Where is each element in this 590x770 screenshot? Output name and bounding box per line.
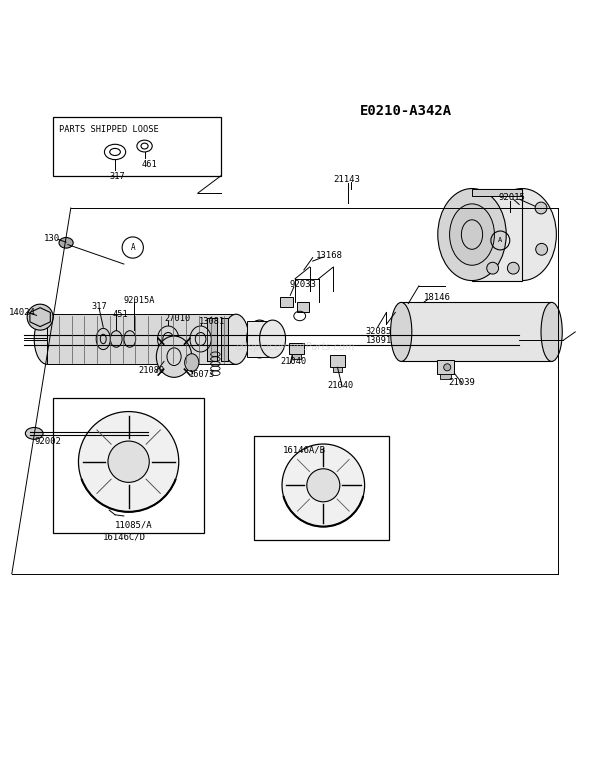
- Text: 13091: 13091: [366, 336, 392, 345]
- Ellipse shape: [391, 303, 412, 361]
- Text: 32085: 32085: [366, 327, 392, 336]
- Circle shape: [535, 202, 547, 214]
- Text: E0210-A342A: E0210-A342A: [360, 104, 452, 118]
- Ellipse shape: [185, 353, 199, 371]
- Text: 16073: 16073: [189, 370, 215, 379]
- Circle shape: [27, 304, 53, 330]
- Ellipse shape: [260, 320, 286, 358]
- Text: A: A: [130, 243, 135, 252]
- Text: 11085/A: 11085/A: [115, 521, 153, 529]
- Text: 317: 317: [91, 302, 107, 311]
- Circle shape: [536, 243, 548, 255]
- Ellipse shape: [59, 237, 73, 248]
- Circle shape: [282, 444, 365, 527]
- Text: 92015A: 92015A: [124, 296, 155, 305]
- Text: 92033: 92033: [289, 280, 316, 290]
- Bar: [206, 318, 217, 361]
- Bar: [254, 437, 389, 540]
- Ellipse shape: [34, 314, 60, 364]
- Text: 18146: 18146: [424, 293, 451, 302]
- Text: 21080: 21080: [139, 366, 165, 375]
- Bar: [401, 303, 552, 361]
- Bar: [280, 296, 293, 307]
- Bar: [437, 360, 454, 374]
- Ellipse shape: [156, 336, 192, 377]
- Ellipse shape: [25, 427, 43, 439]
- Text: 16146A/B: 16146A/B: [283, 445, 326, 454]
- Text: 13168: 13168: [316, 251, 343, 259]
- Bar: [53, 398, 204, 533]
- Bar: [47, 314, 236, 364]
- Text: eReplacementParts.com: eReplacementParts.com: [235, 342, 355, 352]
- Ellipse shape: [541, 303, 562, 361]
- Text: 461: 461: [142, 160, 158, 169]
- Text: 13081: 13081: [199, 316, 225, 326]
- Ellipse shape: [124, 331, 136, 347]
- Circle shape: [444, 363, 451, 371]
- Text: PARTS SHIPPED LOOSE: PARTS SHIPPED LOOSE: [59, 125, 159, 134]
- Ellipse shape: [223, 314, 249, 364]
- Bar: [472, 189, 522, 280]
- Ellipse shape: [247, 320, 273, 358]
- Text: 92015: 92015: [499, 192, 526, 202]
- Text: 130: 130: [44, 234, 60, 243]
- Text: 21040: 21040: [327, 380, 353, 390]
- Text: 14024: 14024: [9, 308, 36, 317]
- Ellipse shape: [450, 204, 494, 265]
- Ellipse shape: [438, 189, 506, 280]
- Text: 451: 451: [112, 310, 128, 319]
- Bar: [333, 367, 342, 372]
- Circle shape: [78, 411, 179, 512]
- Bar: [440, 374, 451, 379]
- Bar: [221, 318, 228, 361]
- Polygon shape: [30, 308, 50, 326]
- Text: 21143: 21143: [333, 176, 360, 184]
- Ellipse shape: [158, 326, 179, 352]
- Circle shape: [487, 263, 499, 274]
- Ellipse shape: [488, 189, 556, 280]
- Circle shape: [507, 263, 519, 274]
- Ellipse shape: [190, 326, 211, 352]
- Text: 21040: 21040: [280, 357, 306, 366]
- Bar: [53, 116, 221, 176]
- Bar: [330, 356, 345, 367]
- Text: 92002: 92002: [34, 437, 61, 446]
- Text: 16146C/D: 16146C/D: [103, 532, 146, 541]
- Bar: [472, 189, 522, 196]
- Text: 317: 317: [109, 172, 125, 181]
- Ellipse shape: [96, 328, 110, 350]
- Bar: [297, 303, 309, 312]
- Circle shape: [108, 441, 149, 482]
- Bar: [289, 343, 304, 354]
- Text: 21039: 21039: [448, 377, 476, 387]
- Bar: [292, 354, 301, 359]
- Ellipse shape: [110, 331, 122, 347]
- Circle shape: [307, 469, 340, 502]
- Text: A: A: [498, 237, 503, 243]
- Text: 27010: 27010: [164, 314, 190, 323]
- Bar: [247, 321, 273, 357]
